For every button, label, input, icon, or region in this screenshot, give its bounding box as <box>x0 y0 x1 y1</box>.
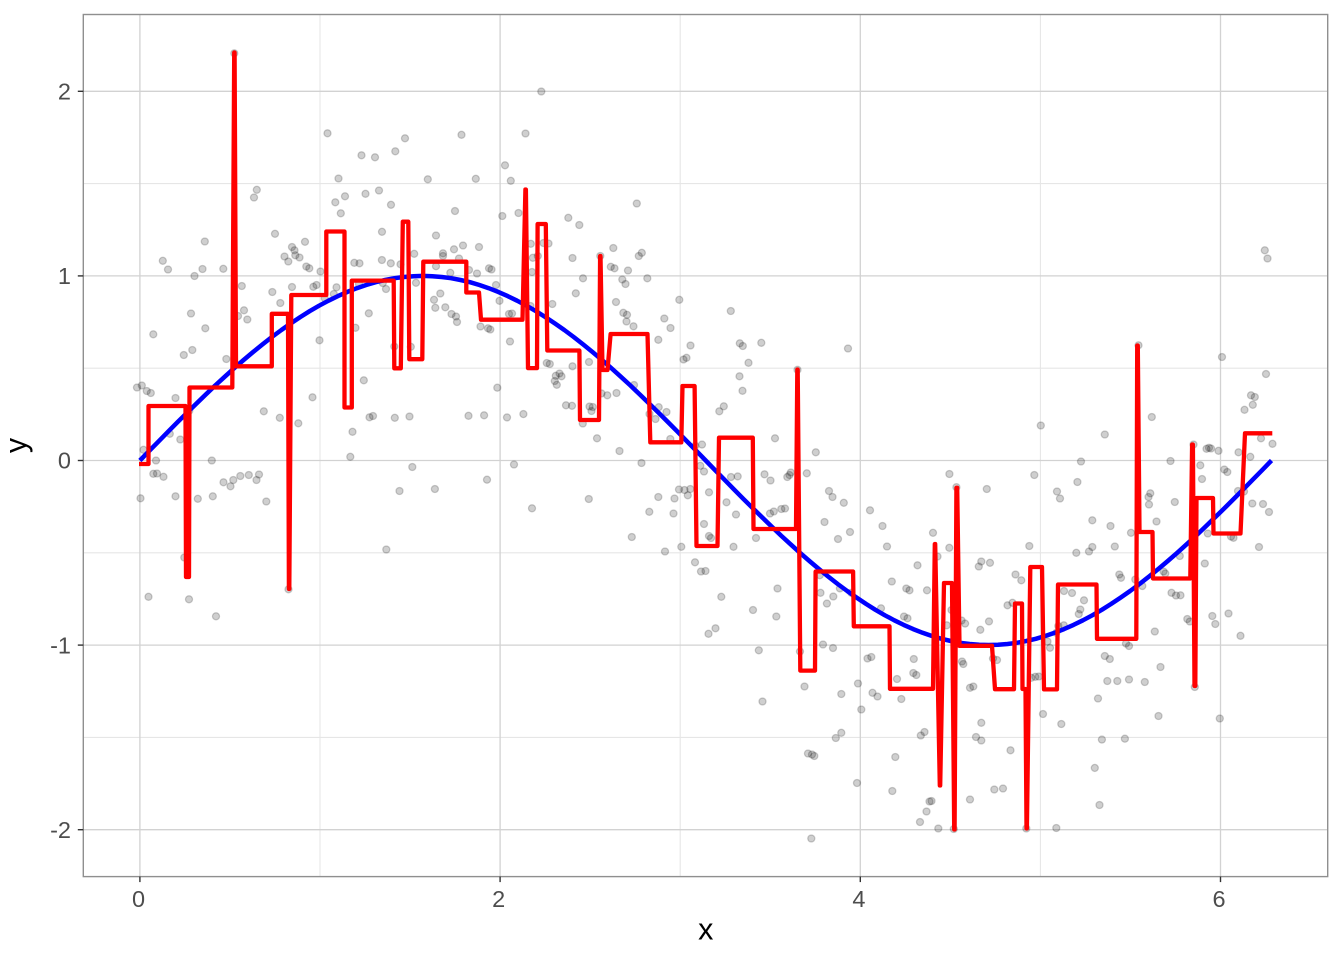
svg-text:0: 0 <box>132 886 145 912</box>
svg-text:y: y <box>0 437 33 453</box>
svg-text:-2: -2 <box>50 817 71 843</box>
svg-text:1: 1 <box>58 263 71 289</box>
svg-text:0: 0 <box>58 448 71 474</box>
svg-text:x: x <box>698 913 713 947</box>
svg-text:2: 2 <box>492 886 505 912</box>
svg-text:2: 2 <box>58 79 71 105</box>
svg-text:4: 4 <box>852 886 865 912</box>
svg-text:-1: -1 <box>50 632 71 658</box>
svg-text:6: 6 <box>1213 886 1226 912</box>
